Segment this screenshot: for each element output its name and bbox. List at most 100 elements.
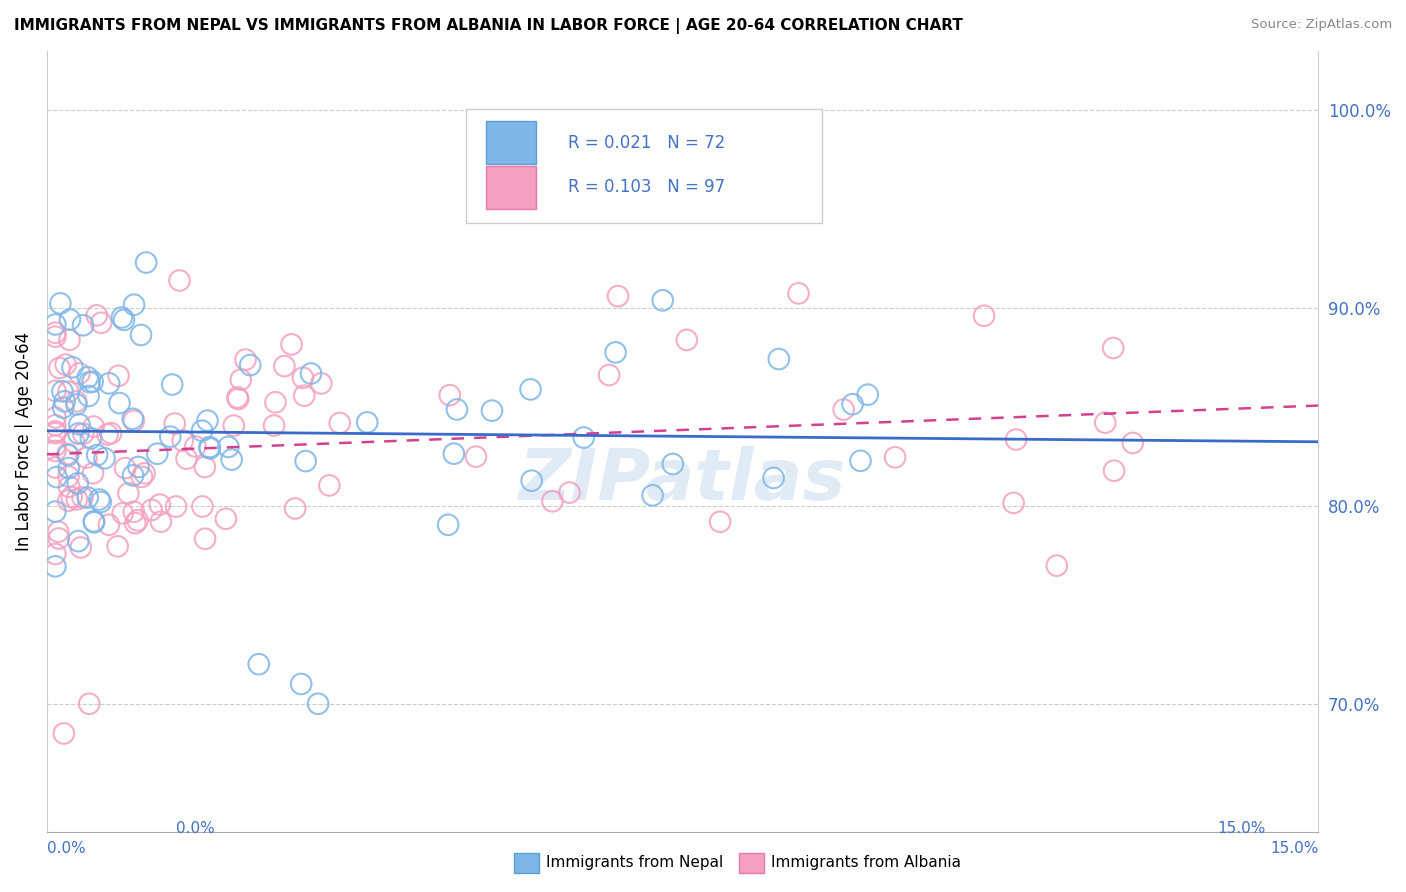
Point bbox=[56, 447, 79, 461]
Point bbox=[83, 419, 105, 434]
Point bbox=[44, 444, 66, 458]
FancyBboxPatch shape bbox=[467, 110, 823, 223]
Point bbox=[141, 503, 163, 517]
Point bbox=[66, 476, 89, 491]
Point bbox=[58, 493, 80, 508]
Point bbox=[77, 697, 100, 711]
Point bbox=[122, 505, 145, 519]
Point bbox=[973, 309, 995, 323]
Point bbox=[44, 547, 66, 561]
Point bbox=[56, 448, 79, 462]
Point bbox=[198, 442, 221, 456]
Point bbox=[290, 677, 312, 691]
Point bbox=[82, 467, 104, 481]
Point bbox=[76, 450, 98, 465]
Text: Source: ZipAtlas.com: Source: ZipAtlas.com bbox=[1251, 18, 1392, 31]
Point bbox=[291, 371, 314, 385]
Point bbox=[131, 470, 153, 484]
Point bbox=[44, 418, 66, 433]
Point bbox=[44, 460, 66, 475]
Text: 15.0%: 15.0% bbox=[1270, 841, 1319, 856]
Point bbox=[80, 431, 103, 445]
Point bbox=[675, 333, 697, 347]
Point bbox=[662, 457, 685, 471]
Point bbox=[146, 447, 169, 461]
Point bbox=[72, 491, 94, 505]
Point bbox=[1046, 558, 1069, 573]
Point bbox=[572, 431, 595, 445]
Point bbox=[129, 328, 152, 343]
Point bbox=[176, 451, 198, 466]
Point bbox=[1102, 341, 1125, 355]
Point bbox=[124, 516, 146, 530]
Point bbox=[83, 516, 105, 530]
Point bbox=[884, 450, 907, 465]
Point bbox=[52, 726, 75, 740]
Point bbox=[217, 440, 239, 454]
Point bbox=[107, 368, 129, 383]
Point bbox=[294, 454, 316, 468]
Point bbox=[307, 697, 329, 711]
Point bbox=[117, 486, 139, 500]
Text: 15.0%: 15.0% bbox=[1218, 821, 1265, 836]
Point bbox=[605, 345, 627, 359]
Point bbox=[299, 367, 322, 381]
Point bbox=[558, 485, 581, 500]
Point bbox=[1122, 436, 1144, 450]
Point bbox=[1005, 433, 1028, 447]
Point bbox=[1094, 416, 1116, 430]
Point bbox=[239, 358, 262, 372]
Point bbox=[44, 439, 66, 453]
Point bbox=[235, 352, 257, 367]
Point bbox=[44, 326, 66, 340]
Point bbox=[768, 352, 790, 367]
Point bbox=[446, 402, 468, 417]
Point bbox=[108, 396, 131, 410]
Point bbox=[86, 309, 108, 323]
Point bbox=[90, 316, 112, 330]
Point bbox=[96, 427, 118, 442]
Point bbox=[1102, 464, 1125, 478]
Point bbox=[1002, 496, 1025, 510]
Point bbox=[89, 492, 111, 507]
Point bbox=[191, 500, 214, 514]
Y-axis label: In Labor Force | Age 20-64: In Labor Force | Age 20-64 bbox=[15, 332, 32, 551]
Point bbox=[709, 515, 731, 529]
Point bbox=[598, 368, 620, 382]
Point bbox=[787, 286, 810, 301]
Point bbox=[135, 255, 157, 269]
Point bbox=[72, 426, 94, 441]
Point bbox=[197, 414, 219, 428]
Point bbox=[44, 425, 66, 439]
Point bbox=[541, 494, 564, 508]
Point bbox=[762, 471, 785, 485]
Point bbox=[832, 402, 855, 417]
Point bbox=[63, 434, 86, 449]
Point bbox=[67, 426, 90, 441]
Point bbox=[172, 434, 194, 448]
Text: R = 0.021   N = 72: R = 0.021 N = 72 bbox=[568, 134, 725, 152]
Point bbox=[194, 460, 217, 475]
Point bbox=[107, 539, 129, 553]
Point bbox=[651, 293, 673, 308]
Point bbox=[67, 534, 90, 549]
Bar bbox=[485, 166, 536, 209]
Point bbox=[60, 490, 83, 504]
Point bbox=[263, 418, 285, 433]
Point bbox=[284, 501, 307, 516]
Point bbox=[292, 389, 315, 403]
Point bbox=[93, 451, 115, 466]
Point bbox=[191, 424, 214, 438]
Point bbox=[356, 415, 378, 429]
Point bbox=[67, 417, 90, 432]
Point bbox=[51, 384, 73, 399]
Point bbox=[86, 448, 108, 462]
Point bbox=[48, 532, 70, 546]
Text: R = 0.103   N = 97: R = 0.103 N = 97 bbox=[568, 178, 725, 196]
Point bbox=[311, 376, 333, 391]
Point bbox=[44, 329, 66, 343]
Point bbox=[76, 370, 98, 384]
Point bbox=[62, 360, 84, 375]
Point bbox=[83, 514, 105, 528]
Point bbox=[44, 505, 66, 519]
